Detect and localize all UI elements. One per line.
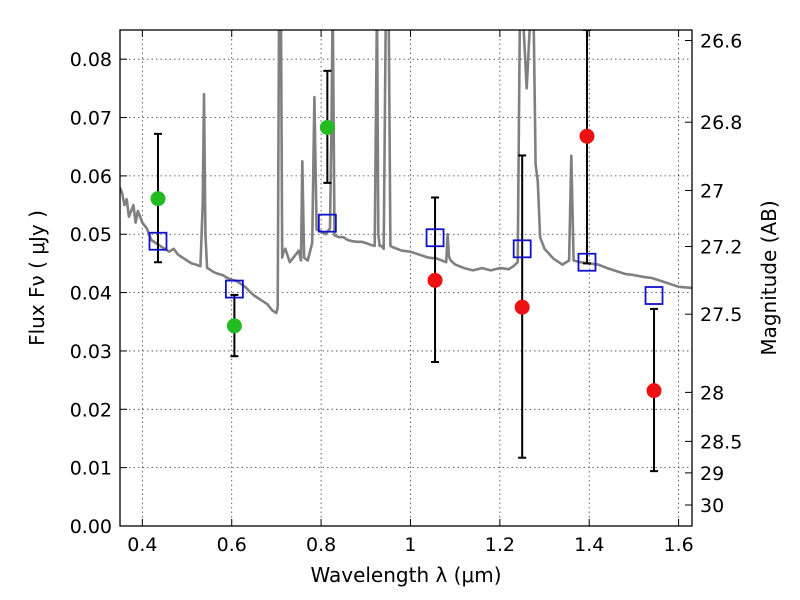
y-axis-label: Flux Fν ( μJy ) <box>25 210 49 346</box>
y2-axis-ticks: 26.6 26.8 27 27.2 27.5 28 28.5 29 30 <box>685 31 742 517</box>
y2-tick-label: 26.8 <box>700 112 742 134</box>
model-square <box>644 286 664 305</box>
model-square <box>148 231 168 251</box>
x-tick-label: 1.6 <box>663 534 693 556</box>
x-tick-label: 0.4 <box>127 534 157 556</box>
y-tick-label: 0.00 <box>70 516 112 538</box>
y-tick-label: 0.08 <box>70 49 112 71</box>
x-axis-ticks: 0.4 0.6 0.8 1 1.2 1.4 1.6 <box>127 30 694 556</box>
x-tick-label: 1.4 <box>574 534 604 556</box>
y2-tick-label: 27.5 <box>700 304 742 326</box>
y-tick-label: 0.07 <box>70 108 112 130</box>
plot-background <box>120 30 692 526</box>
observed-point <box>579 128 595 144</box>
x-tick-label: 0.6 <box>217 534 247 556</box>
model-spectrum <box>120 30 692 315</box>
error-bar <box>582 30 591 265</box>
x-tick-label: 1 <box>404 534 416 556</box>
x-tick-label: 0.8 <box>306 534 336 556</box>
plot-frame <box>119 29 693 527</box>
y2-tick-label: 28 <box>700 382 724 404</box>
observed-point <box>226 318 242 334</box>
y2-axis-label: Magnitude (AB) <box>757 200 781 355</box>
y-tick-label: 0.05 <box>70 224 112 246</box>
y-tick-label: 0.06 <box>70 166 112 188</box>
model-photometry-squares <box>148 213 664 305</box>
y2-tick-label: 27 <box>700 180 724 202</box>
y2-tick-label: 28.5 <box>700 431 742 453</box>
y-axis-ticks: 0.00 0.01 0.02 0.03 0.04 0.05 0.06 0.07 0.08 <box>70 49 127 538</box>
observed-points <box>150 119 662 399</box>
x-axis-label: Wavelength λ (μm) <box>310 563 501 587</box>
observed-point <box>646 383 662 399</box>
observed-point <box>150 191 166 207</box>
observed-point <box>319 119 335 135</box>
x-tick-label: 1.2 <box>485 534 515 556</box>
y2-tick-label: 30 <box>700 495 724 517</box>
y2-tick-label: 29 <box>700 463 724 485</box>
model-square <box>224 279 244 299</box>
observed-point <box>427 272 443 288</box>
y-tick-label: 0.03 <box>70 341 112 363</box>
model-square <box>317 213 337 233</box>
model-square <box>512 239 532 259</box>
y-tick-label: 0.02 <box>70 399 112 421</box>
model-square <box>577 252 597 272</box>
y-tick-label: 0.01 <box>70 458 112 480</box>
observed-point <box>514 299 530 315</box>
y2-tick-label: 27.2 <box>700 236 742 258</box>
model-square <box>425 228 445 248</box>
y-tick-label: 0.04 <box>70 283 112 305</box>
spectrum-line <box>120 30 692 315</box>
y2-tick-label: 26.6 <box>700 31 742 53</box>
